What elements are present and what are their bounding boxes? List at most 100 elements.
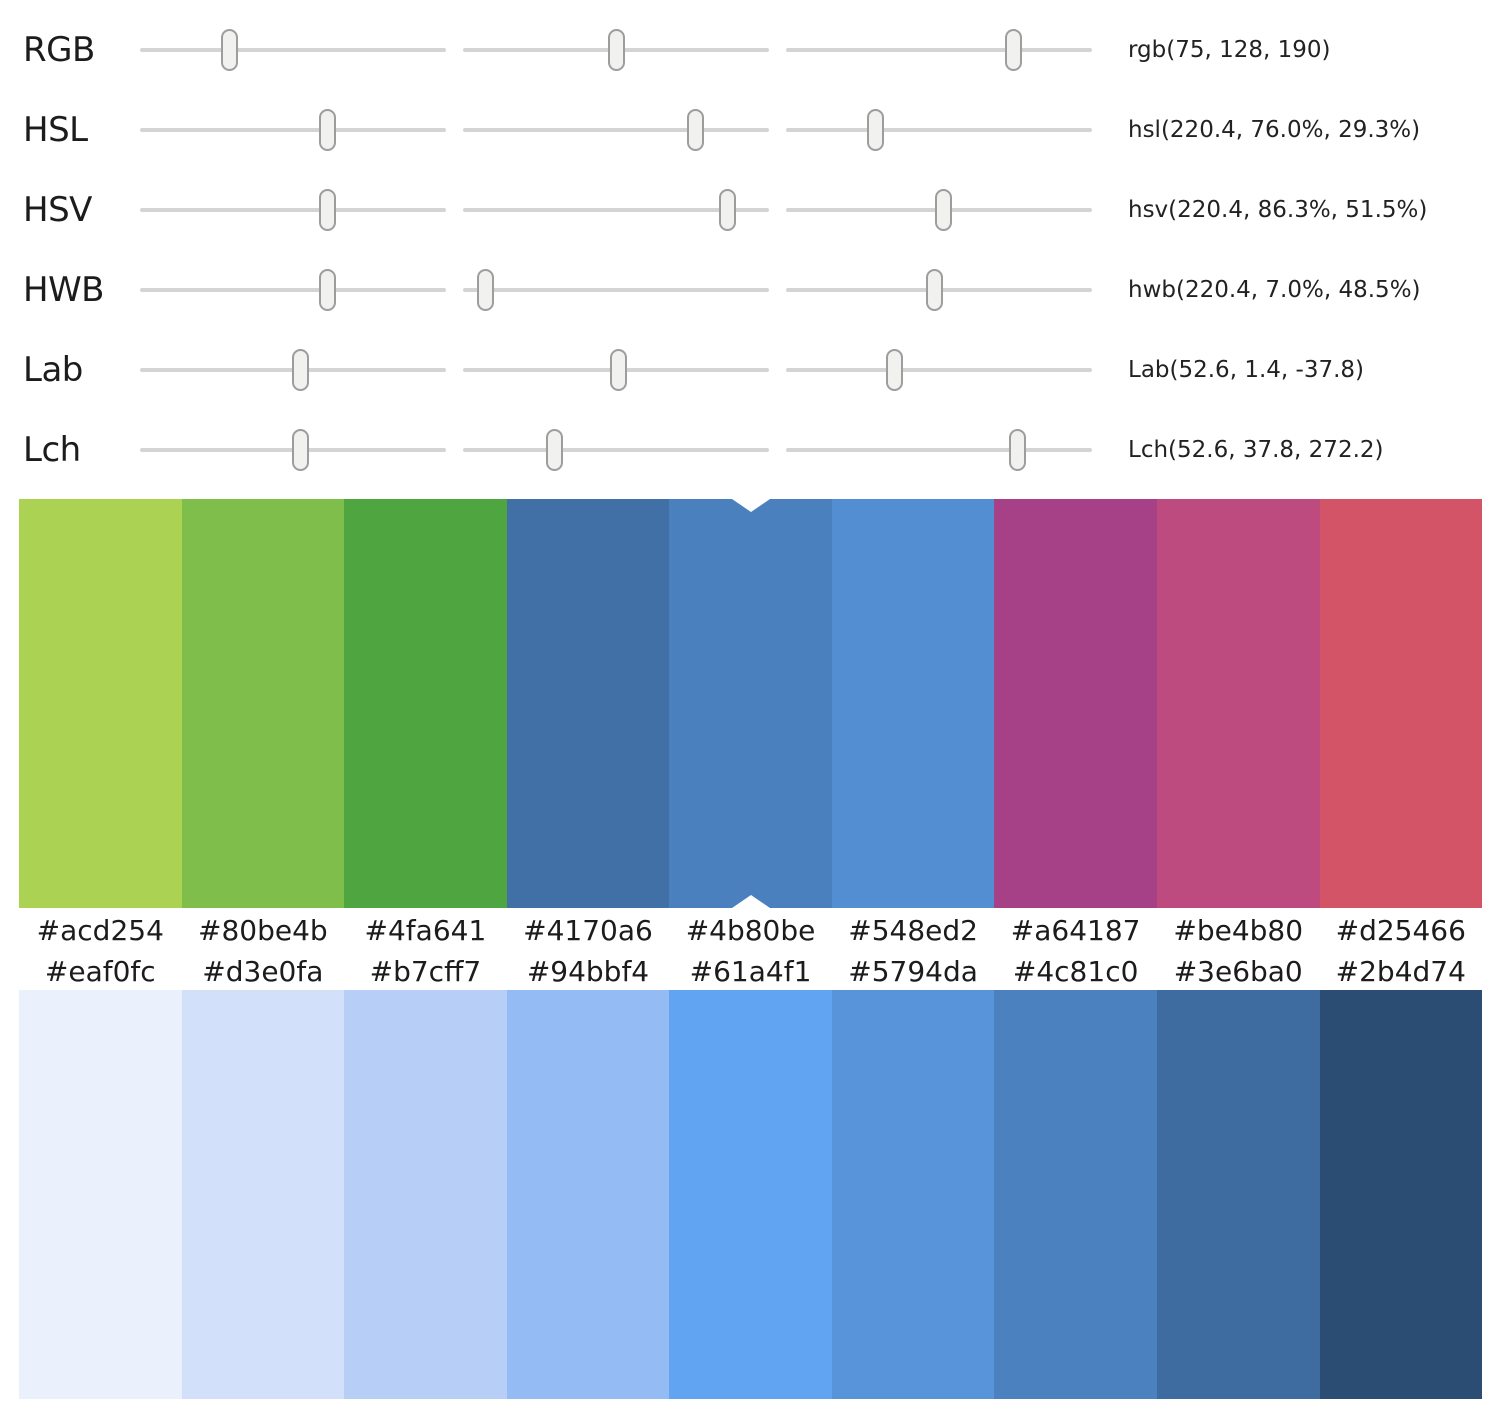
slider-thumb[interactable] xyxy=(935,189,953,231)
slider-track-line xyxy=(140,48,446,52)
slider-thumb[interactable] xyxy=(318,109,336,151)
color-value-text: rgb(75, 128, 190) xyxy=(1128,37,1331,63)
slider-track[interactable] xyxy=(463,427,769,473)
palette-swatch[interactable] xyxy=(831,499,995,908)
slider-track[interactable] xyxy=(140,107,446,153)
slider-track[interactable] xyxy=(463,347,769,393)
palette-swatch[interactable] xyxy=(1156,499,1320,908)
slider-thumb[interactable] xyxy=(318,189,336,231)
slider-thumb[interactable] xyxy=(318,269,336,311)
slider-track-line xyxy=(140,208,446,212)
swatch-hex-label: #548ed2 xyxy=(848,914,978,947)
slider-track[interactable] xyxy=(786,347,1092,393)
slider-track[interactable] xyxy=(786,107,1092,153)
slider-thumb[interactable] xyxy=(885,349,903,391)
selected-swatch-notch-down-icon xyxy=(731,499,770,512)
swatch-hex-label: #b7cff7 xyxy=(369,955,482,988)
palette-swatch[interactable] xyxy=(506,990,670,1399)
color-value-text: hsv(220.4, 86.3%, 51.5%) xyxy=(1128,197,1428,223)
slider-track[interactable] xyxy=(786,427,1092,473)
palette-swatch[interactable] xyxy=(994,499,1157,908)
hue-palette-strip xyxy=(19,499,1483,908)
slider-row-label: HSV xyxy=(23,190,92,230)
slider-track[interactable] xyxy=(140,347,446,393)
slider-row-label: Lab xyxy=(23,350,83,390)
slider-thumb[interactable] xyxy=(292,349,310,391)
slider-track[interactable] xyxy=(140,427,446,473)
swatch-hex-label: #4fa641 xyxy=(364,914,487,947)
slider-track[interactable] xyxy=(140,267,446,313)
slider-row: HSL hsl(220.4, 76.0%, 29.3%) xyxy=(23,90,1501,170)
slider-thumb[interactable] xyxy=(292,429,310,471)
palette-swatch[interactable] xyxy=(506,499,670,908)
swatch-hex-label: #eaf0fc xyxy=(44,955,156,988)
slider-thumb[interactable] xyxy=(608,29,626,71)
palette-swatch[interactable] xyxy=(181,990,345,1399)
slider-track[interactable] xyxy=(140,187,446,233)
slider-track-line xyxy=(463,208,769,212)
slider-thumb[interactable] xyxy=(687,109,705,151)
slider-row: RGB rgb(75, 128, 190) xyxy=(23,10,1501,90)
slider-track[interactable] xyxy=(463,187,769,233)
swatch-hex-label: #acd254 xyxy=(36,914,164,947)
palette-swatch[interactable] xyxy=(1319,499,1483,908)
palette-swatch[interactable] xyxy=(344,499,507,908)
slider-thumb[interactable] xyxy=(609,349,627,391)
slider-thumb[interactable] xyxy=(925,269,943,311)
slider-track[interactable] xyxy=(140,27,446,73)
palette-swatch[interactable] xyxy=(994,990,1157,1399)
color-value-text: Lab(52.6, 1.4, -37.8) xyxy=(1128,357,1364,383)
slider-row: Lch Lch(52.6, 37.8, 272.2) xyxy=(23,410,1501,490)
slider-row: HWB hwb(220.4, 7.0%, 48.5%) xyxy=(23,250,1501,330)
swatch-hex-label: #4b80be xyxy=(685,914,816,947)
swatch-hex-label: #61a4f1 xyxy=(689,955,812,988)
slider-section: RGB rgb(75, 128, 190) HSL hsl(220.4, 76.0%,… xyxy=(0,0,1501,490)
swatch-hex-label: #80be4b xyxy=(198,914,328,947)
slider-thumb[interactable] xyxy=(718,189,736,231)
slider-thumb[interactable] xyxy=(477,269,495,311)
swatch-hex-label: #3e6ba0 xyxy=(1173,955,1303,988)
palette-swatch[interactable] xyxy=(19,990,182,1399)
slider-row-label: HWB xyxy=(23,270,105,310)
hue-hex-labels: #acd254 #80be4b #4fa641 #4170a6 #4b80be #548e… xyxy=(19,908,1482,953)
slider-track-line xyxy=(140,128,446,132)
slider-thumb[interactable] xyxy=(221,29,239,71)
slider-track[interactable] xyxy=(463,267,769,313)
color-value-text: hsl(220.4, 76.0%, 29.3%) xyxy=(1128,117,1421,143)
palette-swatch[interactable] xyxy=(1319,990,1483,1399)
swatch-hex-label: #4c81c0 xyxy=(1012,955,1139,988)
swatch-hex-label: #4170a6 xyxy=(523,914,653,947)
slider-track-line xyxy=(463,128,769,132)
swatch-hex-label: #94bbf4 xyxy=(526,955,650,988)
palette-swatch[interactable] xyxy=(181,499,345,908)
slider-track-line xyxy=(140,288,446,292)
palette-swatch[interactable] xyxy=(344,990,507,1399)
slider-row: HSV hsv(220.4, 86.3%, 51.5%) xyxy=(23,170,1501,250)
slider-track[interactable] xyxy=(786,187,1092,233)
slider-row-label: RGB xyxy=(23,30,95,70)
slider-track[interactable] xyxy=(463,107,769,153)
palette-swatch[interactable] xyxy=(669,499,832,908)
slider-track-line xyxy=(463,288,769,292)
selected-swatch-notch-up-icon xyxy=(731,895,770,908)
slider-track-line xyxy=(786,48,1092,52)
slider-track-line xyxy=(786,128,1092,132)
slider-thumb[interactable] xyxy=(1005,29,1023,71)
slider-thumb[interactable] xyxy=(867,109,885,151)
palette-swatch[interactable] xyxy=(831,990,995,1399)
slider-track[interactable] xyxy=(786,267,1092,313)
slider-track-line xyxy=(463,448,769,452)
slider-track[interactable] xyxy=(786,27,1092,73)
palette-swatch[interactable] xyxy=(669,990,832,1399)
slider-row-label: Lch xyxy=(23,430,81,470)
color-value-text: Lch(52.6, 37.8, 272.2) xyxy=(1128,437,1384,463)
slider-thumb[interactable] xyxy=(1008,429,1026,471)
slider-track[interactable] xyxy=(463,27,769,73)
swatch-hex-label: #2b4d74 xyxy=(1335,955,1466,988)
palette-swatch[interactable] xyxy=(1156,990,1320,1399)
shade-palette-strip xyxy=(19,990,1483,1399)
palette-swatch[interactable] xyxy=(19,499,182,908)
slider-track-line xyxy=(786,368,1092,372)
slider-thumb[interactable] xyxy=(545,429,563,471)
slider-row-label: HSL xyxy=(23,110,88,150)
